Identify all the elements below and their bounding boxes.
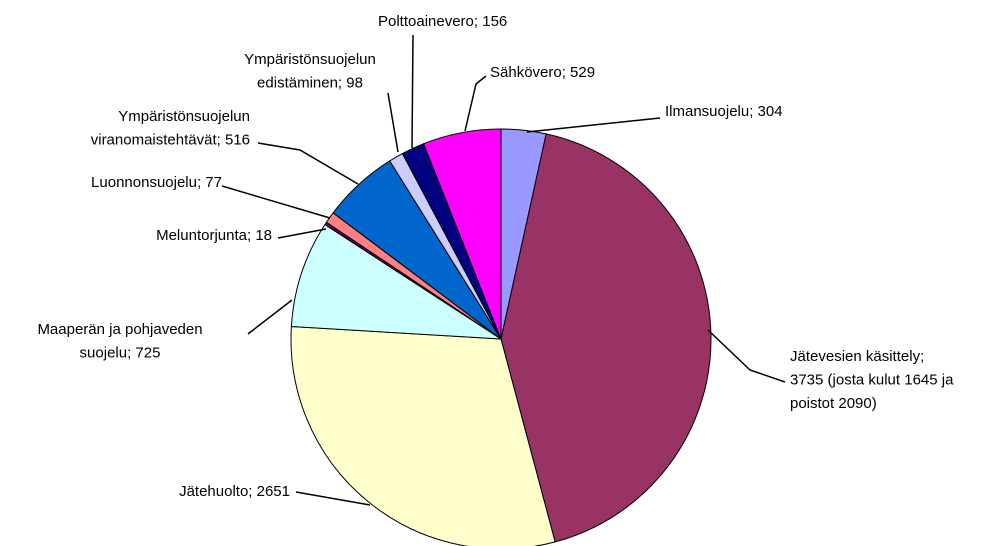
data-label: suojelu; 725 bbox=[80, 344, 161, 361]
pie-slice bbox=[290, 326, 556, 546]
leader-line bbox=[387, 92, 399, 153]
leader-line bbox=[247, 299, 293, 335]
data-label: Ympäristönsuojelun bbox=[118, 108, 250, 125]
pie-slice bbox=[500, 133, 712, 543]
leader-line bbox=[411, 34, 414, 149]
data-label: Sähkövero; 529 bbox=[490, 64, 595, 81]
data-label: poistot 2090) bbox=[790, 395, 877, 412]
data-label: Ympäristönsuojelun bbox=[244, 51, 376, 68]
data-label: viranomaistehtävät; 516 bbox=[91, 131, 250, 148]
leader-line bbox=[707, 329, 786, 383]
leader-line bbox=[257, 142, 359, 185]
data-label: Meluntorjunta; 18 bbox=[156, 227, 272, 244]
data-label: edistäminen; 98 bbox=[257, 74, 363, 91]
data-label: Luonnonsuojelu; 77 bbox=[91, 174, 222, 191]
leader-line bbox=[526, 117, 661, 133]
leader-line bbox=[295, 491, 371, 506]
leader-line bbox=[277, 228, 327, 239]
data-label: Ilmansuojelu; 304 bbox=[665, 103, 783, 120]
data-label: Jätehuolto; 2651 bbox=[179, 483, 290, 500]
data-label: 3735 (josta kulut 1645 ja bbox=[790, 371, 954, 388]
data-label: Jätevesien käsittely; bbox=[790, 348, 924, 365]
pie-slice bbox=[422, 128, 502, 340]
pie-slice bbox=[290, 223, 503, 340]
leader-line bbox=[221, 185, 331, 219]
data-label: Maaperän ja pohjaveden bbox=[37, 321, 202, 338]
leader-line bbox=[464, 75, 487, 132]
data-label: Polttoainevero; 156 bbox=[378, 13, 507, 30]
